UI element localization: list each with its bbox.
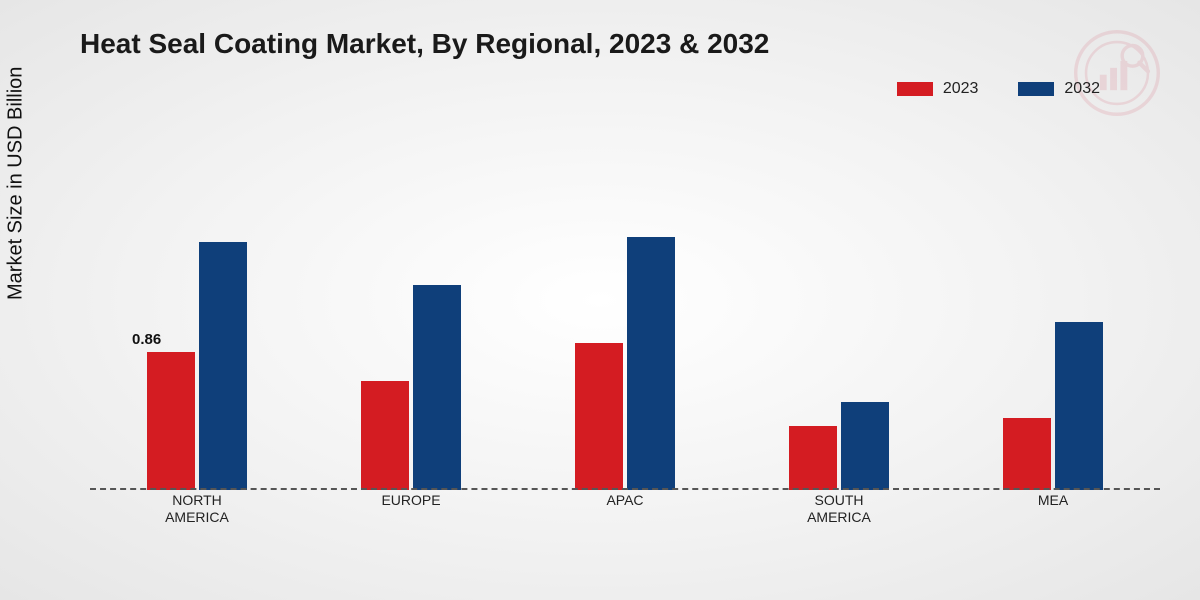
x-axis-label: SOUTH AMERICA	[774, 492, 904, 530]
y-axis-label: Market Size in USD Billion	[5, 67, 28, 300]
bar-value-label: 0.86	[132, 331, 161, 348]
bar-2023	[1003, 418, 1051, 490]
x-axis-label: NORTH AMERICA	[132, 492, 262, 530]
x-axis-label: MEA	[988, 492, 1118, 530]
x-axis-label: EUROPE	[346, 492, 476, 530]
bar-2023	[789, 426, 837, 490]
bar-2023	[361, 381, 409, 490]
legend-label-2023: 2023	[943, 80, 979, 98]
legend-item-2032: 2032	[1018, 80, 1100, 98]
x-axis-baseline	[90, 488, 1160, 490]
bar-2032	[199, 242, 247, 490]
bar-2032	[413, 285, 461, 490]
chart-legend: 2023 2032	[897, 80, 1100, 98]
bar-group: 0.86	[132, 242, 262, 490]
bar-2023	[575, 343, 623, 490]
brand-watermark-icon	[1074, 30, 1160, 116]
x-labels-row: NORTH AMERICA EUROPE APAC SOUTH AMERICA MEA	[90, 492, 1160, 530]
bar-group	[346, 285, 476, 490]
bar-group	[988, 322, 1118, 490]
legend-item-2023: 2023	[897, 80, 979, 98]
bar-group	[774, 402, 904, 490]
chart-title: Heat Seal Coating Market, By Regional, 2…	[80, 28, 769, 60]
chart-canvas: Heat Seal Coating Market, By Regional, 2…	[0, 0, 1200, 600]
bar-2032	[1055, 322, 1103, 490]
legend-swatch-2023	[897, 82, 933, 96]
bar-2032	[627, 237, 675, 490]
x-axis-label: APAC	[560, 492, 690, 530]
plot-area: 0.86 NORTH AMERICA EUROPE APAC SOUTH AMERIC…	[90, 160, 1160, 530]
bar-group	[560, 237, 690, 490]
y-tick-zone	[60, 170, 80, 490]
legend-label-2032: 2032	[1064, 80, 1100, 98]
bar-2032	[841, 402, 889, 490]
legend-swatch-2032	[1018, 82, 1054, 96]
bars-row: 0.86	[90, 170, 1160, 490]
bar-2023	[147, 352, 195, 490]
